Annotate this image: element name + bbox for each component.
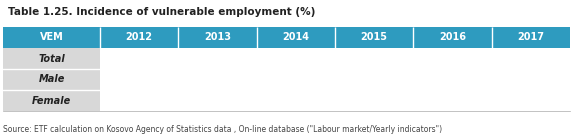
- Text: 2016: 2016: [439, 33, 466, 42]
- Text: 2013: 2013: [204, 33, 231, 42]
- Text: 2014: 2014: [282, 33, 309, 42]
- Text: Source: ETF calculation on Kosovo Agency of Statistics data , On-line database (: Source: ETF calculation on Kosovo Agency…: [3, 126, 442, 135]
- Text: 2015: 2015: [360, 33, 388, 42]
- Bar: [3, 48, 100, 69]
- Bar: [335, 27, 413, 48]
- Text: 2012: 2012: [125, 33, 152, 42]
- Text: VEM: VEM: [40, 33, 64, 42]
- Bar: [3, 90, 100, 111]
- Text: Female: Female: [32, 95, 71, 106]
- Text: Total: Total: [38, 53, 65, 64]
- Text: Male: Male: [38, 75, 65, 84]
- Bar: [3, 69, 100, 90]
- Bar: [413, 27, 492, 48]
- Bar: [257, 27, 335, 48]
- Text: 2017: 2017: [517, 33, 544, 42]
- Bar: [178, 27, 257, 48]
- Bar: [492, 27, 570, 48]
- Text: Table 1.25. Incidence of vulnerable employment (%): Table 1.25. Incidence of vulnerable empl…: [8, 7, 315, 17]
- Bar: [100, 27, 178, 48]
- Bar: [3, 27, 100, 48]
